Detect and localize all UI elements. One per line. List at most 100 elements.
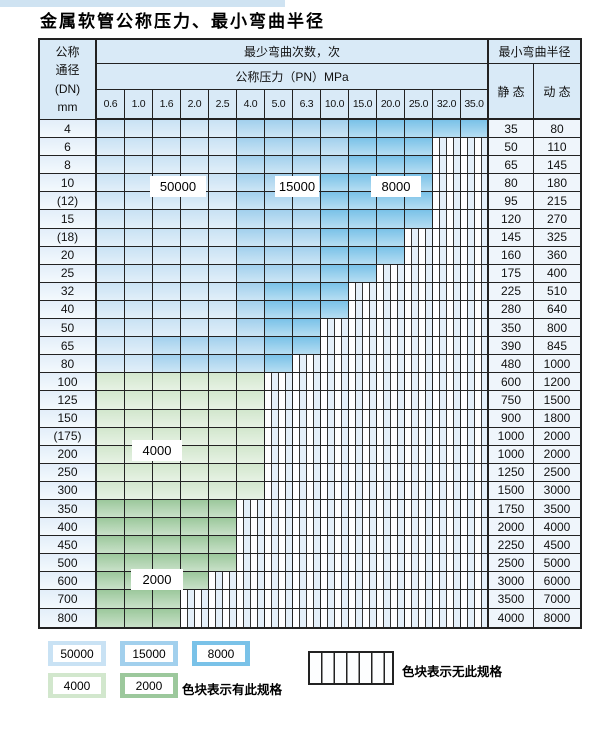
spec-cell xyxy=(377,246,405,265)
spec-cell xyxy=(433,174,461,193)
spec-cell xyxy=(181,445,209,464)
spec-cell xyxy=(405,463,433,482)
spec-cell xyxy=(125,373,153,392)
spec-cell xyxy=(405,264,433,283)
spec-cell xyxy=(181,282,209,301)
dynamic-value-cell: 5000 xyxy=(534,554,580,573)
page-title: 金属软管公称压力、最小弯曲半径 xyxy=(40,12,325,32)
spec-cell xyxy=(181,518,209,537)
spec-cell xyxy=(377,554,405,573)
spec-cell xyxy=(433,319,461,338)
dynamic-value-cell: 1200 xyxy=(534,373,580,392)
spec-cell xyxy=(181,355,209,374)
spec-cell xyxy=(97,608,125,627)
dynamic-value-cell: 8000 xyxy=(534,608,580,627)
spec-cell xyxy=(97,373,125,392)
dynamic-value-cell: 400 xyxy=(534,264,580,283)
spec-cell xyxy=(209,228,237,247)
spec-cell xyxy=(293,481,321,500)
spec-cell xyxy=(181,337,209,356)
spec-cell xyxy=(209,536,237,555)
static-value-cell: 2250 xyxy=(489,536,534,555)
spec-cell xyxy=(125,499,153,519)
spec-cell xyxy=(349,174,377,193)
spec-cell xyxy=(97,355,125,374)
spec-cell xyxy=(349,481,377,500)
top-decor-strip xyxy=(0,0,285,7)
spec-cell xyxy=(293,282,321,301)
static-value-cell: 1250 xyxy=(489,463,534,482)
spec-cell xyxy=(97,264,125,283)
spec-cell xyxy=(265,518,293,537)
dynamic-value-cell: 110 xyxy=(534,138,580,157)
spec-cell xyxy=(153,590,181,609)
dn-cell: 300 xyxy=(40,481,97,500)
spec-cell xyxy=(321,120,349,139)
spec-cell xyxy=(181,463,209,482)
spec-cell xyxy=(405,210,433,229)
spec-cell xyxy=(461,355,489,374)
spec-cell xyxy=(321,264,349,283)
static-value-cell: 120 xyxy=(489,210,534,229)
pressure-col-header: 1.6 xyxy=(153,90,181,120)
spec-cell xyxy=(405,355,433,374)
spec-cell xyxy=(377,355,405,374)
spec-cell xyxy=(125,355,153,374)
pressure-col-header: 1.0 xyxy=(125,90,153,120)
dn-cell: 250 xyxy=(40,463,97,482)
spec-cell xyxy=(97,554,125,573)
spec-cell xyxy=(377,572,405,591)
spec-cell xyxy=(153,120,181,139)
spec-cell xyxy=(321,156,349,175)
spec-cell xyxy=(265,409,293,428)
spec-cell xyxy=(461,319,489,338)
spec-cell xyxy=(461,174,489,193)
dn-cell: 800 xyxy=(40,608,97,627)
dn-cell: 32 xyxy=(40,282,97,301)
spec-cell xyxy=(433,282,461,301)
spec-cell xyxy=(265,536,293,555)
dynamic-value-cell: 640 xyxy=(534,300,580,320)
spec-cell xyxy=(321,518,349,537)
spec-cell xyxy=(349,282,377,301)
dynamic-value-cell: 145 xyxy=(534,156,580,175)
dn-cell: 400 xyxy=(40,518,97,537)
spec-cell xyxy=(237,445,265,464)
spec-cell xyxy=(125,608,153,627)
spec-cell xyxy=(321,355,349,374)
spec-cell xyxy=(377,499,405,519)
spec-cell xyxy=(461,228,489,247)
spec-cell xyxy=(209,138,237,157)
spec-cell xyxy=(209,300,237,320)
spec-cell xyxy=(125,156,153,175)
spec-cell xyxy=(321,608,349,627)
spec-cell xyxy=(461,590,489,609)
dynamic-value-cell: 7000 xyxy=(534,590,580,609)
spec-cell xyxy=(153,463,181,482)
spec-cell xyxy=(433,590,461,609)
spec-cell xyxy=(293,319,321,338)
spec-cell xyxy=(293,373,321,392)
spec-cell xyxy=(405,156,433,175)
spec-cell xyxy=(181,590,209,609)
spec-cell xyxy=(209,174,237,193)
spec-cell xyxy=(265,264,293,283)
spec-cell xyxy=(377,337,405,356)
spec-cell xyxy=(209,156,237,175)
spec-cell xyxy=(321,499,349,519)
static-value-cell: 1500 xyxy=(489,481,534,500)
legend-no-spec-text: 色块表示无此规格 xyxy=(402,665,503,679)
spec-cell xyxy=(237,228,265,247)
spec-cell xyxy=(321,481,349,500)
dn-cell: 80 xyxy=(40,355,97,374)
spec-cell xyxy=(209,572,237,591)
spec-cell xyxy=(265,445,293,464)
dynamic-value-cell: 325 xyxy=(534,228,580,247)
pressure-header: 公称压力（PN）MPa xyxy=(97,64,489,90)
spec-cell xyxy=(377,536,405,555)
spec-cell xyxy=(153,373,181,392)
spec-cell xyxy=(433,427,461,446)
spec-cell xyxy=(377,156,405,175)
spec-cell xyxy=(321,463,349,482)
spec-cell xyxy=(153,337,181,356)
